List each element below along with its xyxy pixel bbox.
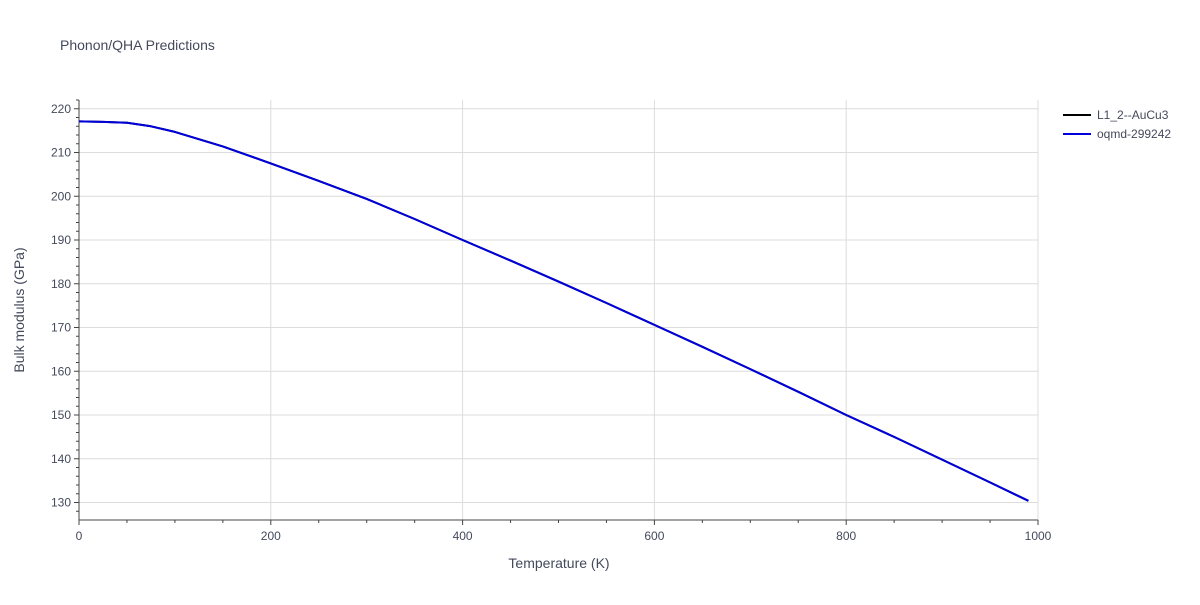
x-tick-label: 600: [644, 529, 664, 543]
legend-item[interactable]: oqmd-299242: [1063, 127, 1171, 141]
y-tick-label: 220: [51, 102, 71, 116]
y-tick-label: 170: [51, 321, 71, 335]
x-tick-label: 1000: [1025, 529, 1052, 543]
y-tick-label: 140: [51, 452, 71, 466]
y-axis-title: Bulk modulus (GPa): [11, 247, 27, 372]
chart-title: Phonon/QHA Predictions: [60, 37, 215, 53]
y-tick-label: 200: [51, 189, 71, 203]
y-tick-label: 160: [51, 364, 71, 378]
x-tick-label: 200: [261, 529, 281, 543]
x-tick-label: 0: [76, 529, 83, 543]
y-tick-label: 150: [51, 408, 71, 422]
axes: [78, 100, 1038, 521]
y-tick-label: 190: [51, 233, 71, 247]
series-line: [78, 120, 1029, 502]
x-tick-label: 400: [453, 529, 473, 543]
legend-label: L1_2--AuCu3: [1097, 108, 1169, 122]
series: [78, 120, 1029, 502]
legend-label: oqmd-299242: [1097, 127, 1171, 141]
grid: [79, 100, 1039, 520]
x-axis-title: Temperature (K): [508, 555, 609, 571]
ticks: 0 200 400 600 800 1000 130 140 150 160 170 180 190 20…: [51, 99, 1052, 543]
legend[interactable]: L1_2--AuCu3 oqmd-299242: [1063, 108, 1171, 141]
y-tick-label: 210: [51, 146, 71, 160]
x-tick-label: 800: [836, 529, 856, 543]
y-tick-label: 130: [51, 496, 71, 510]
series-line: [78, 120, 1029, 502]
legend-item[interactable]: L1_2--AuCu3: [1063, 108, 1169, 122]
y-tick-label: 180: [51, 277, 71, 291]
